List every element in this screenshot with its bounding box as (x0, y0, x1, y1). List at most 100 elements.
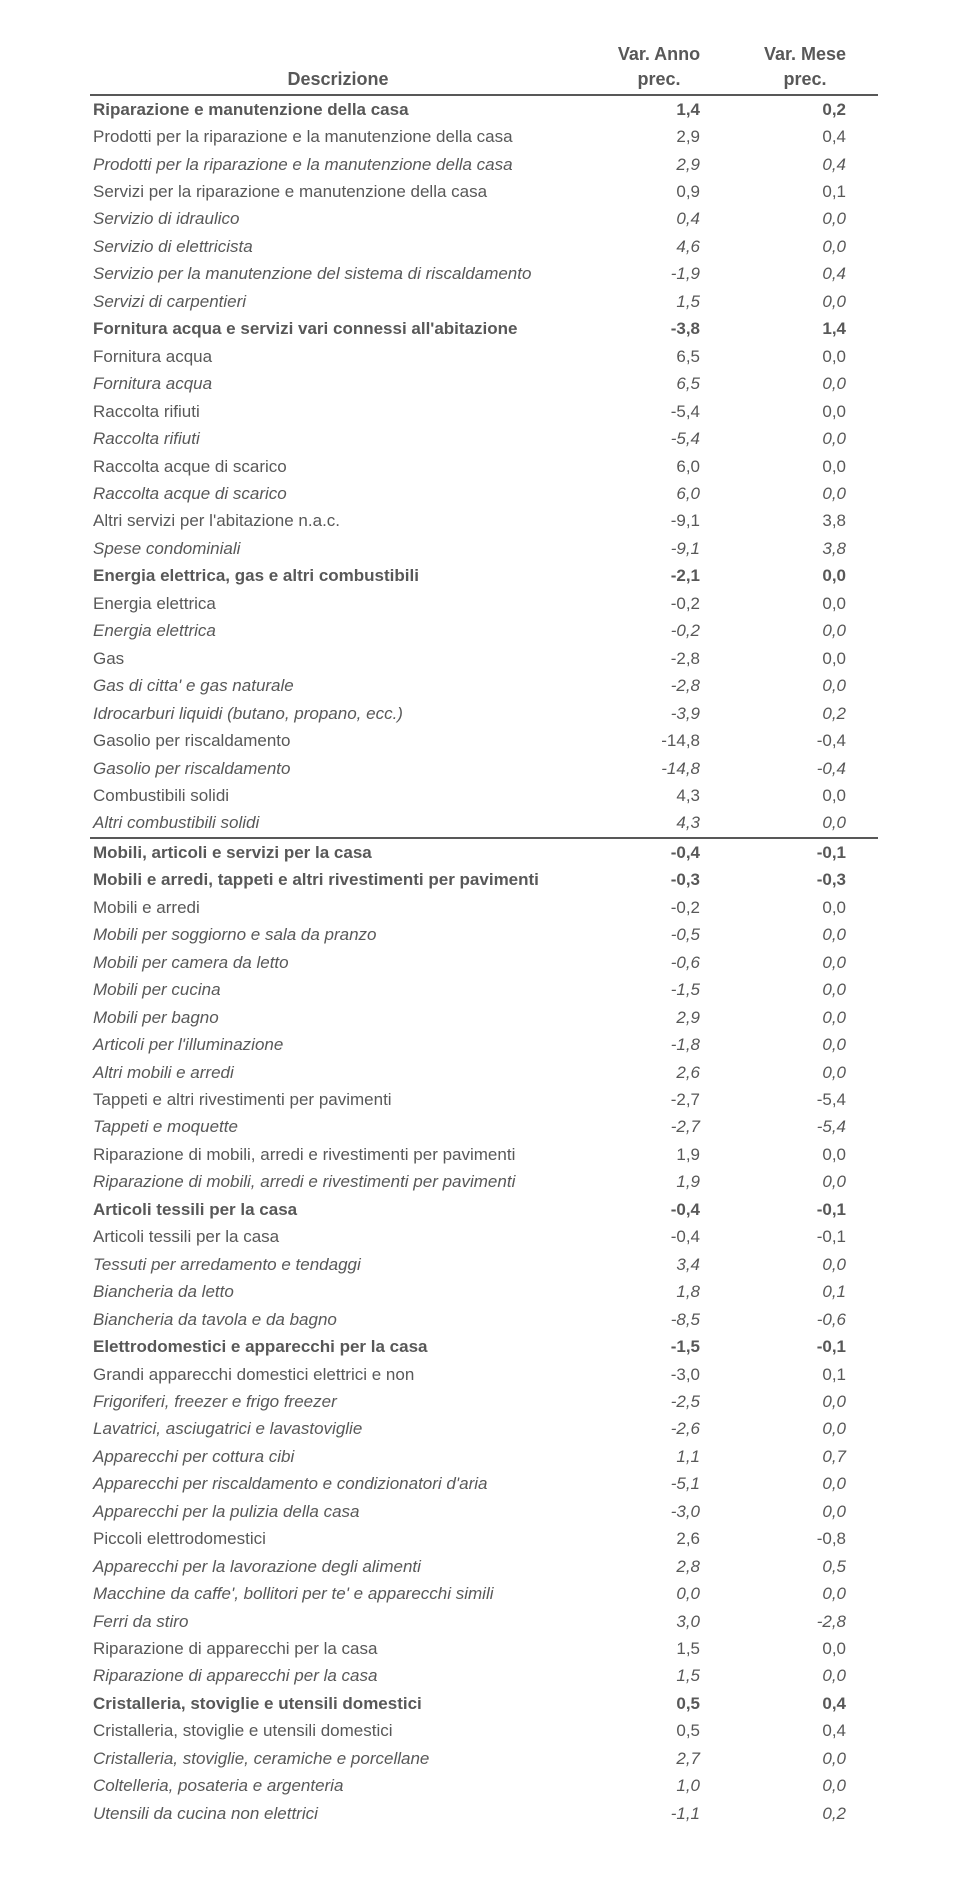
table-row: Altri mobili e arredi2,60,0 (90, 1059, 878, 1086)
cell-var-mese: -0,1 (732, 1196, 878, 1223)
cell-var-mese: 0,2 (732, 1800, 878, 1827)
cell-description: Raccolta rifiuti (90, 425, 586, 452)
table-header-row: Descrizione Var. Anno prec. Var. Mese pr… (90, 40, 878, 95)
cell-description: Raccolta acque di scarico (90, 453, 586, 480)
cell-var-anno: -1,9 (586, 260, 732, 287)
cell-var-anno: -3,9 (586, 700, 732, 727)
table-row: Mobili e arredi-0,20,0 (90, 894, 878, 921)
cell-description: Articoli per l'illuminazione (90, 1031, 586, 1058)
cell-description: Altri mobili e arredi (90, 1059, 586, 1086)
table-row: Utensili da cucina non elettrici-1,10,2 (90, 1800, 878, 1827)
table-row: Servizi per la riparazione e manutenzion… (90, 178, 878, 205)
cell-description: Mobili e arredi (90, 894, 586, 921)
cell-var-mese: 0,4 (732, 123, 878, 150)
header-var-anno-line1: Var. Anno (618, 44, 700, 64)
cell-var-anno: 1,1 (586, 1443, 732, 1470)
table-row: Mobili, articoli e servizi per la casa-0… (90, 838, 878, 866)
cell-var-anno: 2,6 (586, 1059, 732, 1086)
cell-description: Spese condominiali (90, 535, 586, 562)
table-row: Raccolta acque di scarico6,00,0 (90, 480, 878, 507)
cell-description: Coltelleria, posateria e argenteria (90, 1772, 586, 1799)
cell-var-anno: -8,5 (586, 1306, 732, 1333)
cell-description: Lavatrici, asciugatrici e lavastoviglie (90, 1415, 586, 1442)
cell-description: Prodotti per la riparazione e la manuten… (90, 123, 586, 150)
table-row: Apparecchi per cottura cibi1,10,7 (90, 1443, 878, 1470)
header-description: Descrizione (90, 40, 586, 95)
table-row: Mobili per bagno2,90,0 (90, 1004, 878, 1031)
cell-var-anno: 1,4 (586, 95, 732, 123)
table-row: Coltelleria, posateria e argenteria1,00,… (90, 1772, 878, 1799)
cell-var-mese: 0,0 (732, 1388, 878, 1415)
table-row: Riparazione di mobili, arredi e rivestim… (90, 1141, 878, 1168)
cell-var-mese: -0,3 (732, 866, 878, 893)
table-row: Mobili per cucina-1,50,0 (90, 976, 878, 1003)
cell-description: Utensili da cucina non elettrici (90, 1800, 586, 1827)
table-row: Tappeti e moquette-2,7-5,4 (90, 1113, 878, 1140)
cell-var-anno: 0,9 (586, 178, 732, 205)
cell-var-mese: -5,4 (732, 1086, 878, 1113)
table-row: Raccolta acque di scarico6,00,0 (90, 453, 878, 480)
cell-var-mese: 0,0 (732, 809, 878, 837)
table-row: Macchine da caffe', bollitori per te' e … (90, 1580, 878, 1607)
table-row: Riparazione di mobili, arredi e rivestim… (90, 1168, 878, 1195)
cell-description: Riparazione di mobili, arredi e rivestim… (90, 1168, 586, 1195)
cell-var-anno: 0,5 (586, 1717, 732, 1744)
cell-var-anno: -0,2 (586, 590, 732, 617)
cell-var-mese: 0,0 (732, 480, 878, 507)
cell-description: Fornitura acqua e servizi vari connessi … (90, 315, 586, 342)
table-row: Energia elettrica-0,20,0 (90, 617, 878, 644)
cell-var-anno: 0,0 (586, 1580, 732, 1607)
table-row: Prodotti per la riparazione e la manuten… (90, 151, 878, 178)
cell-var-mese: 0,0 (732, 617, 878, 644)
cell-description: Cristalleria, stoviglie e utensili domes… (90, 1690, 586, 1717)
cell-var-mese: 0,0 (732, 288, 878, 315)
cell-var-mese: 0,7 (732, 1443, 878, 1470)
table-row: Fornitura acqua6,50,0 (90, 343, 878, 370)
cell-var-mese: 0,0 (732, 205, 878, 232)
cell-description: Cristalleria, stoviglie, ceramiche e por… (90, 1745, 586, 1772)
cell-var-mese: 0,0 (732, 425, 878, 452)
cell-var-mese: 0,4 (732, 1717, 878, 1744)
cell-var-mese: 0,4 (732, 151, 878, 178)
cell-description: Riparazione e manutenzione della casa (90, 95, 586, 123)
cell-var-mese: -0,4 (732, 727, 878, 754)
cell-var-mese: 0,0 (732, 370, 878, 397)
table-row: Servizio per la manutenzione del sistema… (90, 260, 878, 287)
cell-description: Prodotti per la riparazione e la manuten… (90, 151, 586, 178)
cell-var-anno: -0,3 (586, 866, 732, 893)
cell-var-mese: 0,2 (732, 95, 878, 123)
table-row: Tappeti e altri rivestimenti per pavimen… (90, 1086, 878, 1113)
cell-var-anno: -1,1 (586, 1800, 732, 1827)
cell-var-mese: 0,0 (732, 590, 878, 617)
cell-var-anno: 6,5 (586, 343, 732, 370)
table-row: Combustibili solidi4,30,0 (90, 782, 878, 809)
table-row: Mobili per camera da letto-0,60,0 (90, 949, 878, 976)
cell-var-anno: -5,4 (586, 398, 732, 425)
cell-var-mese: 0,0 (732, 1059, 878, 1086)
cell-description: Fornitura acqua (90, 370, 586, 397)
cell-var-mese: 0,4 (732, 260, 878, 287)
cell-var-anno: -2,8 (586, 645, 732, 672)
cell-var-anno: -2,7 (586, 1113, 732, 1140)
cell-var-mese: 0,0 (732, 1168, 878, 1195)
cell-var-anno: 3,0 (586, 1608, 732, 1635)
cell-var-mese: 1,4 (732, 315, 878, 342)
cell-description: Tessuti per arredamento e tendaggi (90, 1251, 586, 1278)
cell-description: Energia elettrica, gas e altri combustib… (90, 562, 586, 589)
cell-description: Apparecchi per cottura cibi (90, 1443, 586, 1470)
cell-description: Servizio di elettricista (90, 233, 586, 260)
cell-var-anno: 2,6 (586, 1525, 732, 1552)
cell-var-mese: -2,8 (732, 1608, 878, 1635)
cell-var-anno: -0,4 (586, 838, 732, 866)
cell-description: Gas (90, 645, 586, 672)
cell-var-anno: -0,2 (586, 894, 732, 921)
cell-var-mese: 0,0 (732, 233, 878, 260)
cell-var-mese: 0,4 (732, 1690, 878, 1717)
header-var-anno-line2: prec. (637, 69, 680, 89)
cell-description: Piccoli elettrodomestici (90, 1525, 586, 1552)
cell-var-mese: 0,2 (732, 700, 878, 727)
cell-var-anno: 0,4 (586, 205, 732, 232)
table-row: Raccolta rifiuti-5,40,0 (90, 425, 878, 452)
table-row: Riparazione di apparecchi per la casa1,5… (90, 1662, 878, 1689)
cell-description: Gasolio per riscaldamento (90, 755, 586, 782)
